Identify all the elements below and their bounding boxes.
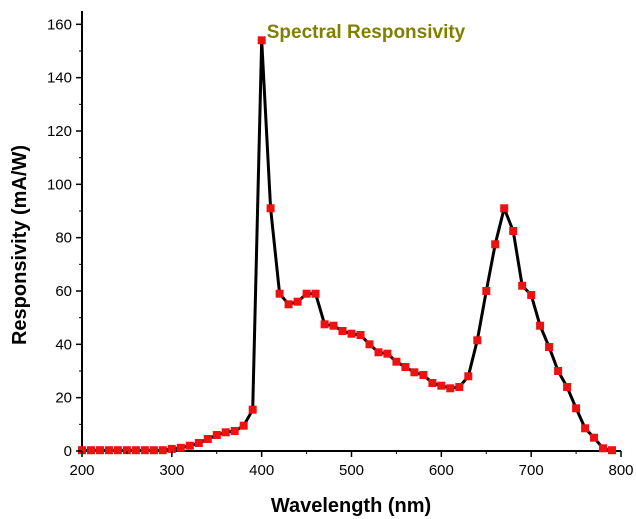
data-point (572, 404, 581, 413)
y-axis-title: Responsivity (mA/W) (9, 145, 31, 345)
data-point (536, 321, 545, 330)
data-point (590, 433, 598, 442)
data-point (383, 349, 392, 358)
data-point (527, 291, 536, 299)
plot-area (78, 11, 621, 455)
data-point (212, 431, 221, 439)
y-tick-label: 100 (47, 176, 72, 193)
data-point (78, 446, 86, 455)
x-axis-title: Wavelength (nm) (271, 495, 431, 517)
data-point (500, 204, 509, 213)
chart-title: Spectral Responsivity (267, 22, 466, 43)
data-point (401, 363, 410, 371)
data-point (176, 443, 185, 452)
x-tick-label: 200 (69, 462, 94, 479)
y-tick-label: 160 (47, 16, 72, 33)
data-point (284, 300, 293, 309)
plot-background (82, 11, 621, 451)
data-point (581, 424, 590, 433)
y-axis-ticks: 0 20 40 60 80 100 120 140 160 (47, 16, 82, 460)
data-point (266, 204, 275, 213)
data-point (230, 427, 239, 435)
x-tick-label: 500 (339, 462, 364, 479)
data-point (338, 327, 347, 335)
data-point (446, 384, 455, 393)
data-point (608, 446, 616, 455)
data-point (221, 428, 230, 437)
data-point (257, 36, 266, 45)
data-point (87, 446, 95, 455)
data-point (149, 446, 158, 455)
data-point (356, 331, 365, 339)
data-point (455, 383, 464, 391)
data-point (113, 446, 122, 455)
data-point (329, 321, 338, 330)
data-point (203, 435, 212, 443)
data-point (545, 343, 554, 351)
data-point (311, 289, 320, 298)
x-tick-label: 400 (249, 462, 274, 479)
x-tick-label: 300 (159, 462, 184, 479)
data-point (437, 381, 446, 390)
y-tick-label: 0 (64, 443, 72, 460)
data-point (122, 446, 131, 455)
data-point (140, 446, 149, 455)
data-point (419, 371, 428, 379)
x-tick-label: 700 (519, 462, 544, 479)
data-point (509, 227, 518, 235)
data-point (473, 336, 482, 345)
data-point (158, 446, 167, 455)
data-point (374, 348, 383, 357)
x-tick-label: 600 (429, 462, 454, 479)
data-point (563, 383, 572, 391)
data-point (365, 340, 374, 349)
x-axis-ticks: 200 300 400 500 600 700 800 (69, 451, 634, 479)
series-line (82, 38, 613, 452)
x-tick-label: 800 (608, 462, 633, 479)
y-tick-label: 40 (55, 336, 72, 353)
data-point (554, 367, 563, 375)
data-point (392, 357, 401, 366)
data-point (131, 446, 140, 455)
y-tick-label: 60 (55, 283, 72, 300)
data-point (320, 320, 329, 329)
data-point (491, 240, 500, 249)
y-tick-label: 120 (47, 123, 72, 140)
data-point (105, 446, 113, 455)
data-point (194, 439, 203, 447)
data-point (464, 372, 473, 381)
data-point (410, 368, 419, 377)
data-point (185, 441, 194, 450)
data-point (248, 405, 257, 414)
data-point (347, 329, 356, 338)
data-point (482, 287, 491, 295)
data-point (599, 444, 607, 453)
data-point (96, 446, 104, 455)
y-tick-label: 80 (55, 230, 72, 247)
data-point (293, 297, 302, 306)
y-tick-label: 140 (47, 70, 72, 87)
data-point (239, 421, 248, 430)
data-point (302, 289, 311, 298)
data-point (167, 444, 176, 453)
data-point (518, 281, 527, 290)
data-point (275, 289, 284, 298)
y-tick-label: 20 (55, 390, 72, 407)
data-point (428, 379, 437, 387)
